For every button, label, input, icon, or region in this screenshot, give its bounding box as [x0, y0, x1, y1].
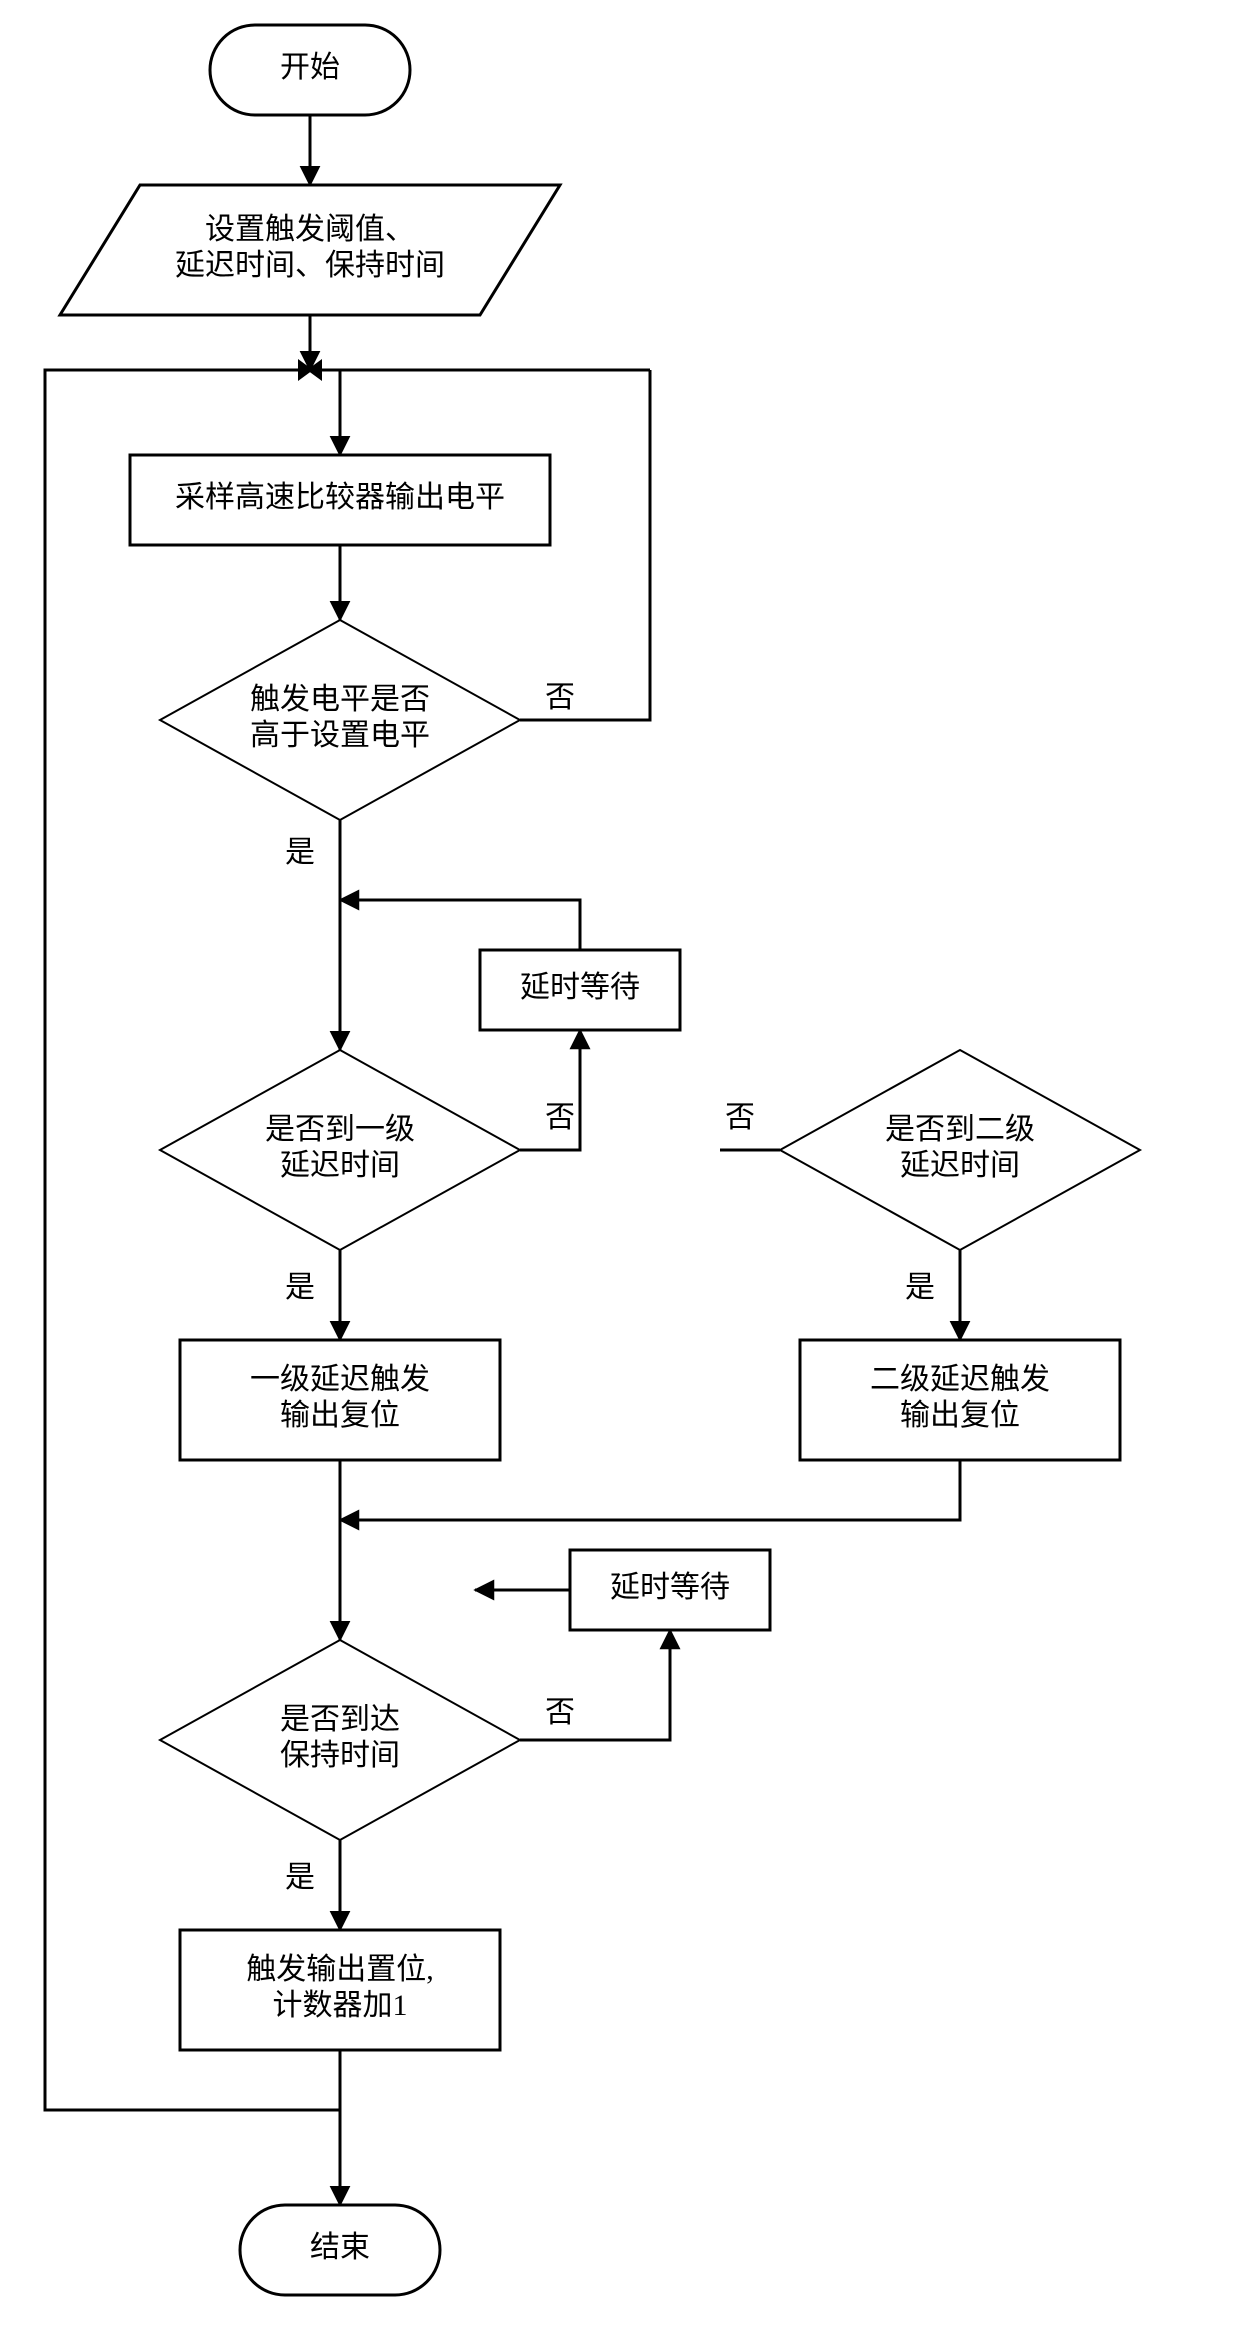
node-d_hold: 是否到达保持时间 — [160, 1640, 520, 1840]
node-sample: 采样高速比较器输出电平 — [130, 455, 550, 545]
sample-text1: 采样高速比较器输出电平 — [175, 481, 505, 514]
label-d_hold_no: 否 — [545, 1696, 575, 1729]
p_cnt-text2: 计数器加1 — [273, 1989, 408, 2022]
end-text1: 结束 — [310, 2231, 370, 2264]
wait2-text1: 延时等待 — [610, 1571, 730, 1604]
edge — [300, 370, 340, 455]
setup-text1: 设置触发阈值、 — [205, 213, 415, 246]
node-p_r2: 二级延迟触发输出复位 — [800, 1340, 1120, 1460]
d_t1-text1: 是否到一级 — [265, 1113, 415, 1146]
d_level-text1: 触发电平是否 — [250, 683, 430, 716]
node-d_level: 触发电平是否高于设置电平 — [160, 620, 520, 820]
d_hold-text2: 保持时间 — [280, 1739, 400, 1772]
node-d_t2: 是否到二级延迟时间 — [780, 1050, 1140, 1250]
start-text1: 开始 — [280, 51, 340, 84]
label-d_t2_yes: 是 — [905, 1271, 935, 1304]
edge — [520, 1630, 670, 1740]
label-d_hold_yes: 是 — [285, 1861, 315, 1894]
node-setup: 设置触发阈值、延迟时间、保持时间 — [60, 185, 560, 315]
label-d_level_yes: 是 — [285, 836, 315, 869]
p_cnt-text1: 触发输出置位, — [246, 1953, 434, 1986]
node-d_t1: 是否到一级延迟时间 — [160, 1050, 520, 1250]
node-wait1: 延时等待 — [480, 950, 680, 1030]
node-start: 开始 — [210, 25, 410, 115]
setup-text2: 延迟时间、保持时间 — [175, 249, 445, 282]
node-p_r1: 一级延迟触发输出复位 — [180, 1340, 500, 1460]
label-d_t1_no: 否 — [545, 1101, 575, 1134]
d_hold-text1: 是否到达 — [280, 1703, 400, 1736]
p_r1-text1: 一级延迟触发 — [250, 1363, 430, 1396]
label-d_t2_no: 否 — [725, 1101, 755, 1134]
label-d_t1_yes: 是 — [285, 1271, 315, 1304]
nodes-group: 开始设置触发阈值、延迟时间、保持时间采样高速比较器输出电平触发电平是否高于设置电… — [60, 25, 1140, 2295]
p_r2-text1: 二级延迟触发 — [870, 1363, 1050, 1396]
flowchart-canvas: 开始设置触发阈值、延迟时间、保持时间采样高速比较器输出电平触发电平是否高于设置电… — [0, 0, 1240, 2347]
node-end: 结束 — [240, 2205, 440, 2295]
p_r2-text2: 输出复位 — [900, 1399, 1020, 1432]
node-wait2: 延时等待 — [570, 1550, 770, 1630]
node-p_cnt: 触发输出置位,计数器加1 — [180, 1930, 500, 2050]
edge — [340, 900, 580, 950]
d_t2-text2: 延迟时间 — [900, 1149, 1020, 1182]
edge — [340, 1460, 960, 1520]
d_t2-text1: 是否到二级 — [885, 1113, 1035, 1146]
wait1-text1: 延时等待 — [520, 971, 640, 1004]
label-d_level_no: 否 — [545, 681, 575, 714]
d_t1-text2: 延迟时间 — [280, 1149, 400, 1182]
p_r1-text2: 输出复位 — [280, 1399, 400, 1432]
d_level-text2: 高于设置电平 — [250, 719, 430, 752]
